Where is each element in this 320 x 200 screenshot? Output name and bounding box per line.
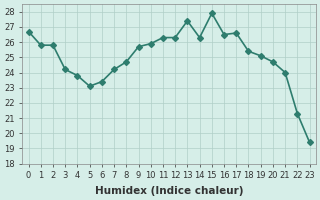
X-axis label: Humidex (Indice chaleur): Humidex (Indice chaleur) bbox=[95, 186, 243, 196]
